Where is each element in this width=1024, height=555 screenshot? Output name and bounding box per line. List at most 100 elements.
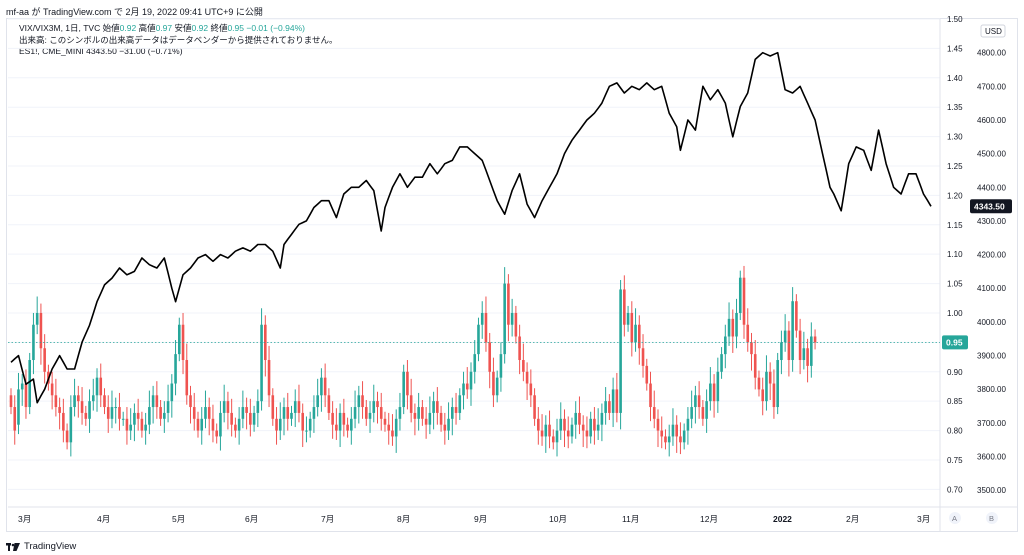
candle-body [234, 424, 237, 431]
chart-canvas[interactable]: 0.70 0.75 0.80 0.85 0.90 0.95 1.00 1.05 1.10 1.15… [0, 0, 1024, 532]
legend-es: ES1!, CME_MINI 4343.50 −31.00 (−0.71%) [19, 46, 183, 56]
price-axis-tick-label: 3500.00 [977, 486, 1006, 495]
candle-body [451, 407, 454, 419]
candle-body [544, 424, 548, 437]
candle-body [465, 383, 469, 390]
x-tick-label: 3月 [917, 514, 930, 524]
candle-body [660, 430, 664, 437]
x-tick-label: 12月 [700, 514, 718, 524]
legend-change: −0.01 (−0.94%) [246, 23, 305, 33]
candle-body [28, 360, 31, 408]
candle-body [615, 389, 619, 413]
candle-body [267, 360, 271, 396]
candle-body [488, 342, 491, 372]
candle-body [413, 412, 417, 419]
candle-body [185, 360, 189, 396]
candle-body [275, 418, 278, 431]
candle-body [62, 412, 65, 431]
candle-body [724, 336, 727, 355]
candle-body [174, 354, 177, 384]
candle-body [559, 418, 563, 431]
price-axis-tick-label: 4700.00 [977, 82, 1006, 91]
candle-body [417, 407, 420, 419]
candle-body [353, 407, 357, 419]
candle-body [151, 395, 155, 408]
candle-body [230, 412, 233, 425]
legend-high-label: 高値 [138, 23, 156, 33]
candle-body [297, 401, 301, 413]
legend-open: 0.92 [119, 23, 137, 33]
candle-body [211, 418, 215, 431]
candle-body [656, 418, 660, 431]
candle-body [110, 407, 114, 419]
candle-body [387, 424, 391, 431]
candle-body [222, 401, 226, 413]
footer-brand: TradingView [24, 541, 77, 552]
candle-body [189, 395, 192, 408]
candle-body [780, 342, 783, 361]
candle-body [394, 418, 398, 437]
candle-body [249, 412, 252, 425]
candle-body [443, 424, 447, 431]
candle-body [570, 424, 574, 437]
candle-body [757, 377, 761, 390]
candle-body [331, 412, 334, 425]
candle-body [593, 418, 596, 431]
candle-body [215, 430, 218, 437]
candle-body [308, 418, 312, 431]
candle-body [555, 430, 559, 443]
candle-body [148, 407, 151, 425]
candle-body [342, 412, 346, 425]
right-axis-tick-label: 0.75 [947, 456, 963, 465]
candle-body [372, 401, 376, 413]
candle-body [252, 412, 256, 425]
candle-body [305, 430, 308, 432]
candle-body [630, 312, 634, 343]
price-axis-tick-label: 4200.00 [977, 251, 1006, 260]
candle-body [204, 407, 207, 419]
price-axis-tick-label: 4400.00 [977, 183, 1006, 192]
ratio-last-value: 0.95 [946, 337, 963, 347]
candle-body [499, 354, 503, 378]
candle-body [600, 412, 604, 425]
candle-body [753, 354, 757, 378]
candle-body [473, 354, 477, 372]
legend-high: 0.97 [155, 23, 173, 33]
legend-es-value: 4343.50 [86, 46, 117, 56]
es-last-value-badge [970, 199, 1012, 214]
candle-body [495, 377, 499, 396]
currency-badge [980, 24, 1006, 38]
candle-body [13, 407, 17, 431]
candle-body [226, 401, 230, 413]
candle-body [361, 395, 364, 408]
candle-body [24, 383, 28, 408]
legend-close-label: 終値 [210, 23, 228, 33]
candle-body [787, 330, 791, 361]
candle-body [525, 371, 529, 384]
legend-close: 0.95 [227, 23, 244, 33]
es-last-value: 4343.50 [974, 201, 1005, 211]
candle-body [43, 348, 46, 372]
candle-body [772, 383, 776, 408]
candle-body [810, 336, 813, 366]
candle-body [241, 407, 245, 419]
candle-body [177, 324, 181, 355]
candle-body [91, 395, 95, 402]
candle-body [163, 412, 166, 419]
candle-body [58, 407, 61, 413]
candle-body [712, 383, 716, 402]
candle-body [768, 371, 772, 384]
candle-body [368, 412, 372, 419]
auto-scale-button [949, 512, 961, 524]
es-price-line [10, 51, 932, 404]
footer: TradingView [6, 541, 76, 552]
candle-body [278, 418, 282, 431]
right-axis-tick-label: 1.25 [947, 162, 963, 171]
candle-body [480, 312, 484, 325]
candle-body [716, 371, 720, 402]
candle-body [77, 395, 80, 402]
candle-body [709, 383, 712, 402]
candle-body [106, 407, 110, 419]
right-axis-tick-label: 1.10 [947, 250, 963, 259]
candle-body [290, 412, 293, 419]
